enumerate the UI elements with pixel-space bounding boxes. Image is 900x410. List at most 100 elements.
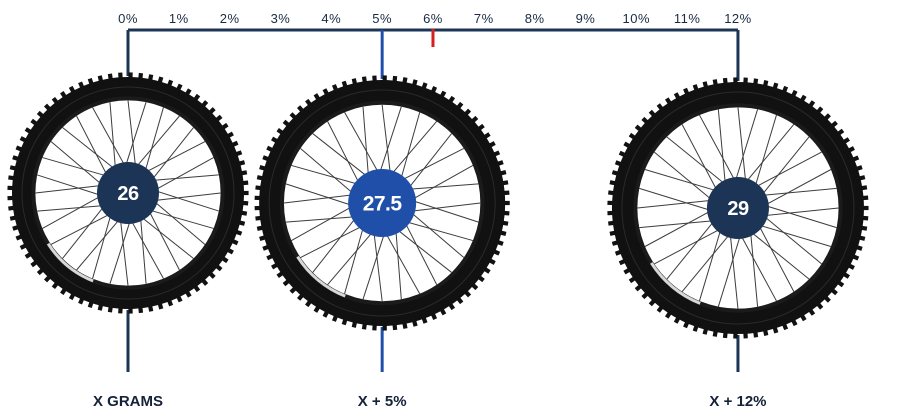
wheel: 29 <box>607 30 869 372</box>
tire-tread-knob <box>256 175 270 182</box>
tire-tread-knob <box>752 325 759 338</box>
tire-tread-knob <box>236 180 249 186</box>
tire-tread-knob <box>628 273 641 284</box>
tire-tread-knob <box>12 155 25 163</box>
tire-tread-knob <box>428 307 438 320</box>
tire-tread-knob <box>478 263 491 274</box>
tire-tread-knob <box>210 114 223 126</box>
tire-tread-knob <box>156 76 164 89</box>
tire-tread-knob <box>19 136 33 146</box>
tire-tread-knob <box>761 80 769 93</box>
tire-tread-knob <box>189 93 201 106</box>
scale-tick-label: 1% <box>169 11 189 26</box>
tire-tread-knob <box>229 150 243 159</box>
tire-tread-knob <box>12 223 25 231</box>
tire-tread-knob <box>692 84 701 97</box>
tire-tread-knob <box>837 269 850 279</box>
rim-highlight <box>46 242 94 283</box>
scale-tick-label: 4% <box>321 11 341 26</box>
tire-tread-knob <box>445 298 456 311</box>
tire-tread-knob <box>146 74 154 87</box>
tire-tread-knob <box>641 116 653 128</box>
scale-tick-label: 3% <box>271 11 291 26</box>
tire-tread-knob <box>608 220 621 226</box>
tire-tread-knob <box>97 75 105 88</box>
rim-inner-edge <box>33 98 223 288</box>
tire-tread-knob <box>648 109 660 122</box>
tire-tread-knob <box>60 91 70 104</box>
hub-badge <box>348 169 417 237</box>
tire-tread-knob <box>266 145 279 155</box>
tire-tread-knob <box>712 79 719 92</box>
tire-tread-knob <box>15 145 28 154</box>
tire-tread-knob <box>837 137 850 147</box>
tire-tread-knob <box>256 224 270 231</box>
percent-scale: 0% 1% 2% 3% 4% 5% 6% 7% 8% 9% 10% 11% 12% <box>118 11 752 26</box>
tire-tread-knob <box>623 264 636 275</box>
tire-tread-knob <box>9 214 23 221</box>
tire-tread-knob <box>391 75 398 88</box>
tire-tread-knob <box>289 282 301 294</box>
tire-tread-knob <box>181 88 192 101</box>
tire-tread-knob <box>229 227 243 236</box>
tire-tread-knob <box>341 80 350 94</box>
scale-tick-label: 10% <box>623 11 651 26</box>
tire-tread-knob <box>232 218 246 226</box>
scale-tick-label: 12% <box>724 11 752 26</box>
tire-tread-knob <box>496 180 509 187</box>
tire-tread-knob <box>673 311 684 324</box>
tire-tread-knob <box>855 224 868 231</box>
tire-tread-knob <box>78 292 87 305</box>
tire-tread-knob <box>216 122 229 134</box>
tire-tread-knob <box>351 315 359 328</box>
tire-tread-knob <box>156 297 164 310</box>
tire-tread-knob <box>779 85 789 99</box>
captions-group: X GRAMS X + 5% X + 12% <box>93 393 767 410</box>
tire-tread-knob <box>297 105 308 117</box>
tire-tread-knob <box>497 210 510 216</box>
tire-tread-knob <box>673 92 684 105</box>
tire-tread-knob <box>51 277 63 290</box>
tire-tread-knob <box>322 88 332 101</box>
scale-tick-label: 6% <box>423 11 443 26</box>
tire-tread-knob <box>483 255 496 265</box>
tire-tread-knob <box>846 155 860 164</box>
tire-tread-knob <box>692 319 701 332</box>
tire-tread-knob <box>496 219 509 226</box>
tire-tread-knob <box>460 108 472 121</box>
tire-tread-knob <box>852 175 866 182</box>
tire-tread-knob <box>614 160 628 169</box>
tire-tread-knob <box>466 279 479 291</box>
tire-tread-knob <box>259 233 272 241</box>
tire-tread-knob <box>428 86 438 99</box>
tire-tread-knob <box>487 247 501 256</box>
tire-tread-knob <box>683 315 692 329</box>
tire-tread-knob <box>282 119 295 131</box>
tire-tread-knob <box>812 297 824 310</box>
tire-tread-knob <box>331 309 341 322</box>
tire-tread-knob <box>410 314 418 327</box>
tire-tread-knob <box>221 244 234 255</box>
tire-tread-knob <box>43 103 56 115</box>
tire-tread-knob <box>19 240 33 250</box>
tire-tread-knob <box>855 185 868 192</box>
tire-tread-knob <box>770 321 779 334</box>
tire-tread-knob <box>419 82 428 95</box>
tire-tread-knob <box>788 313 798 327</box>
tire-sidewall <box>268 89 496 317</box>
tire-tread-knob <box>282 275 295 287</box>
tire-tread-knob <box>494 229 507 236</box>
tire-tread-knob <box>68 287 79 301</box>
wheel-size-label: 26 <box>117 183 139 205</box>
tire-tread-knob <box>276 267 289 279</box>
hub-badge <box>97 162 159 224</box>
tire-tread-knob <box>401 77 408 90</box>
tire-tread-knob <box>60 282 70 295</box>
scale-tick-label: 0% <box>118 11 138 26</box>
tire-tread-knob <box>611 170 625 178</box>
tire-tread-knob <box>259 165 272 173</box>
tire-tread-knob <box>618 150 632 160</box>
tire-tread-knob <box>850 243 863 251</box>
tire-tread-knob <box>9 165 23 172</box>
scale-tick-label: 11% <box>674 11 701 26</box>
